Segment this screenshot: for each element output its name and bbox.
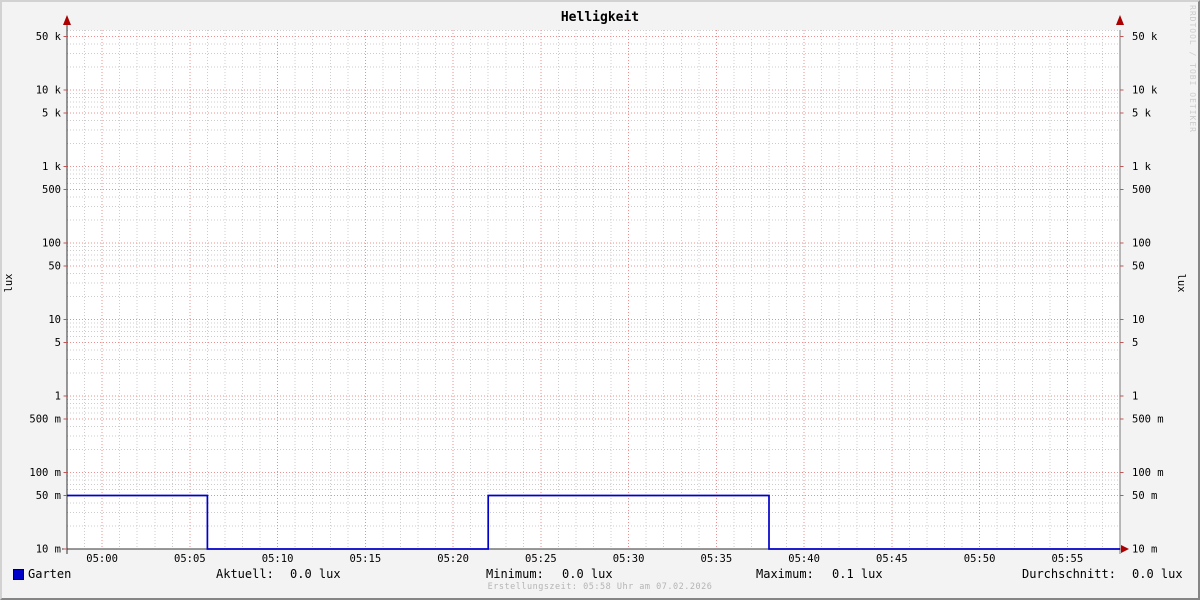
y-axis-arrow-right (1116, 15, 1124, 25)
x-tick-label: 05:35 (701, 553, 733, 565)
stat-durchschnitt-value: 0.0 lux (1132, 567, 1183, 581)
creation-timestamp: Erstellungszeit: 05:58 Uhr am 07.02.2026 (487, 582, 713, 592)
y-tick-label-right: 100 (1132, 238, 1151, 250)
series-color-swatch (13, 569, 24, 580)
y-tick-label-left: 1 k (42, 161, 62, 173)
chart-title: Helligkeit (560, 10, 640, 25)
x-tick-label: 05:40 (788, 553, 820, 565)
stat-aktuell-value: 0.0 lux (290, 567, 341, 581)
y-tick-label-right: 50 k (1132, 31, 1158, 43)
y-tick-label-right: 50 (1132, 261, 1145, 273)
stat-maximum-value: 0.1 lux (832, 567, 883, 581)
x-tick-label: 05:30 (613, 553, 645, 565)
y-tick-label-left: 1 (55, 391, 61, 403)
y-tick-label-right: 10 k (1132, 85, 1158, 97)
y-tick-label-left: 10 m (36, 544, 61, 556)
x-tick-label: 05:00 (86, 553, 118, 565)
y-tick-label-right: 50 m (1132, 490, 1157, 502)
grid-minor (67, 29, 1120, 549)
y-tick-label-left: 50 (48, 261, 61, 273)
stat-durchschnitt-label: Durchschnitt: (1022, 567, 1116, 581)
axis-ticks (63, 36, 1124, 550)
rrdtool-watermark: RRDTOOL / TOBI OETIKER (1188, 5, 1197, 133)
x-tick-label: 05:50 (964, 553, 996, 565)
x-tick-label: 05:55 (1052, 553, 1084, 565)
y-tick-label-right: 1 k (1132, 161, 1152, 173)
x-tick-label: 05:15 (350, 553, 382, 565)
stat-aktuell-label: Aktuell: (216, 567, 274, 581)
y-tick-label-right: 500 (1132, 184, 1151, 196)
y-tick-label-right: 5 k (1132, 108, 1152, 120)
series-name-label: Garten (28, 567, 72, 581)
y-tick-label-left: 100 (42, 238, 61, 250)
y-tick-label-left: 10 (48, 314, 61, 326)
y-tick-label-left: 500 (42, 184, 61, 196)
legend-row: Garten Aktuell: 0.0 lux Minimum: 0.0 lux… (2, 567, 1198, 583)
y-tick-label-right: 5 (1132, 337, 1138, 349)
y-tick-label-left: 5 k (42, 108, 62, 120)
y-tick-label-left: 500 m (29, 414, 61, 426)
y-tick-label-left: 5 (55, 337, 61, 349)
y-tick-label-right: 500 m (1132, 414, 1164, 426)
x-tick-label: 05:20 (437, 553, 469, 565)
y-tick-label-right: 1 (1132, 391, 1138, 403)
y-axis-arrow-left (63, 15, 71, 25)
x-tick-label: 05:05 (174, 553, 206, 565)
grid-major (67, 30, 1120, 549)
stat-minimum-label: Minimum: (486, 567, 544, 581)
y-tick-label-left: 10 k (36, 85, 62, 97)
y-tick-label-left: 100 m (29, 467, 61, 479)
x-tick-label: 05:45 (876, 553, 908, 565)
series-garten-line (67, 494, 1120, 550)
stat-maximum-label: Maximum: (756, 567, 814, 581)
y-axis-unit-right: lux (1175, 274, 1187, 293)
y-tick-label-left: 50 m (36, 490, 61, 502)
y-tick-label-right: 10 (1132, 314, 1145, 326)
y-tick-label-right: 10 m (1132, 544, 1157, 556)
x-tick-label: 05:10 (262, 553, 294, 565)
y-tick-label-left: 50 k (36, 31, 62, 43)
y-axis-unit-left: lux (3, 274, 15, 293)
y-tick-label-right: 100 m (1132, 467, 1164, 479)
x-tick-label: 05:25 (525, 553, 557, 565)
x-axis-arrow (1121, 545, 1129, 553)
stat-minimum-value: 0.0 lux (562, 567, 613, 581)
